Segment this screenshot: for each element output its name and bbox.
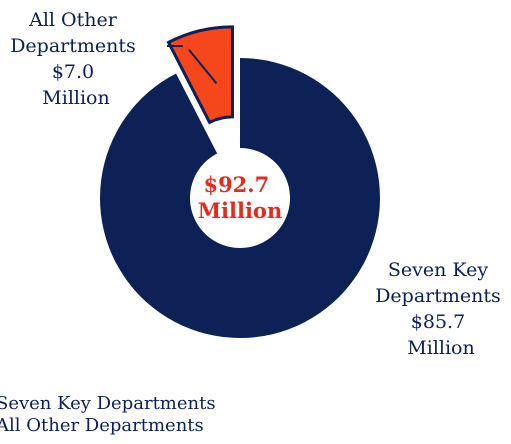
slice-label-other: All Other Departments $7.0 Million — [10, 9, 142, 109]
slice-seven-key-departments — [99, 58, 380, 339]
slice-leader-line — [188, 49, 218, 85]
slice-label-seven-key: Seven Key Departments $85.7 Million — [375, 259, 507, 359]
legend-item-seven-key: Seven Key Departments — [0, 393, 216, 414]
legend-item-other: All Other Departments — [0, 415, 204, 436]
donut-slices — [99, 25, 380, 339]
center-total-label: $92.7 Million — [198, 172, 282, 223]
slice-all-other-departments — [166, 25, 234, 125]
legend: Seven Key Departments All Other Departme… — [0, 393, 216, 437]
